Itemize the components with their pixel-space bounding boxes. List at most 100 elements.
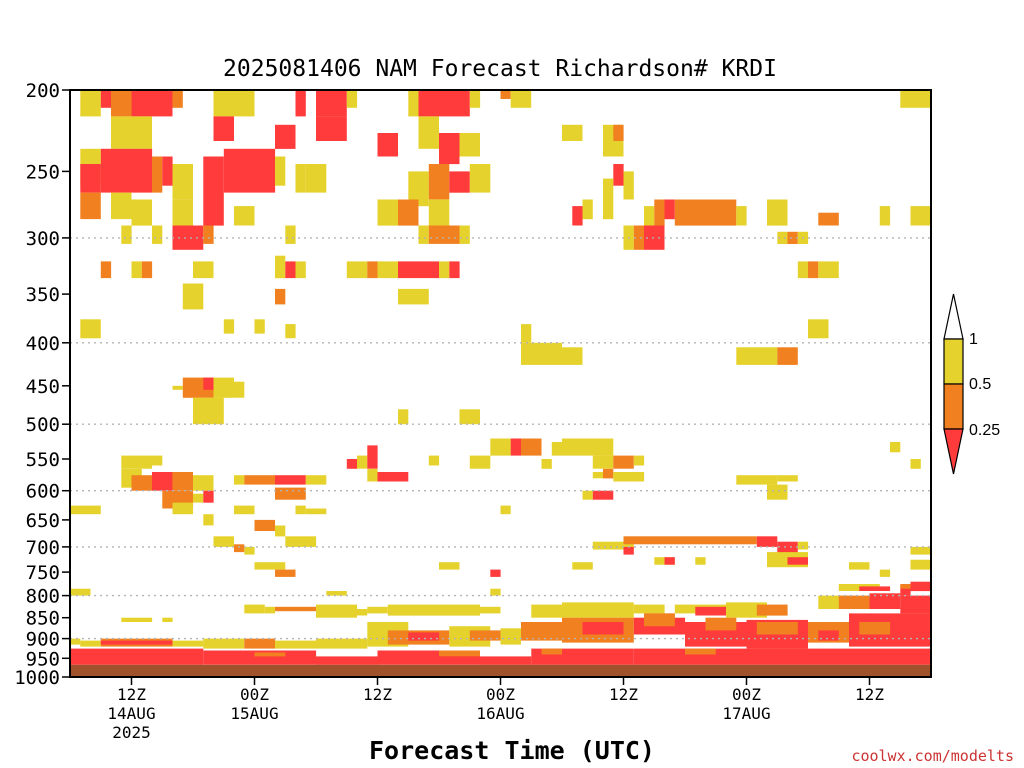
heatmap-cell xyxy=(213,90,255,117)
heatmap-cell xyxy=(80,90,101,117)
heatmap-cell xyxy=(808,319,829,339)
heatmap-cell xyxy=(234,475,245,485)
heatmap-cell xyxy=(295,505,306,515)
heatmap-cell xyxy=(756,604,788,616)
heatmap-cell xyxy=(674,199,737,226)
heatmap-cell xyxy=(644,613,675,627)
heatmap-cell xyxy=(264,606,276,614)
heatmap-cell xyxy=(131,90,173,117)
heatmap-cell xyxy=(275,124,296,149)
y-tick-label: 350 xyxy=(26,284,60,306)
heatmap-cell xyxy=(695,557,706,565)
heatmap-cell xyxy=(316,90,347,117)
heatmap-cell xyxy=(141,261,153,279)
heatmap-cell xyxy=(869,593,901,609)
heatmap-cell xyxy=(172,90,183,108)
heatmap-cell xyxy=(490,569,501,577)
heatmap-cell xyxy=(469,90,481,108)
heatmap-cell xyxy=(275,156,286,186)
heatmap-cell xyxy=(562,347,583,365)
heatmap-cell xyxy=(592,541,634,550)
heatmap-cell xyxy=(346,261,368,279)
heatmap-cell xyxy=(521,622,562,641)
heatmap-cell xyxy=(316,656,378,665)
heatmap-cell xyxy=(305,475,327,485)
heatmap-cell xyxy=(203,490,214,503)
heatmap-cell xyxy=(428,225,460,244)
heatmap-cell xyxy=(316,604,357,618)
heatmap-cell xyxy=(408,171,429,207)
heatmap-cell xyxy=(131,261,142,279)
heatmap-cell xyxy=(736,475,778,485)
ground-layer xyxy=(70,664,931,677)
y-tick-label: 750 xyxy=(26,562,60,584)
heatmap-cell xyxy=(398,409,409,425)
heatmap-cell xyxy=(900,90,932,108)
heatmap-cell xyxy=(428,164,450,200)
heatmap-cell xyxy=(305,164,327,193)
y-tick-label: 300 xyxy=(26,228,60,250)
heatmap-cell xyxy=(80,192,101,220)
heatmap-cell xyxy=(275,569,296,577)
heatmap-cell xyxy=(849,562,870,570)
heatmap-cell xyxy=(439,261,450,279)
heatmap-cell xyxy=(562,438,614,456)
heatmap-cell xyxy=(275,525,286,537)
heatmap-cell xyxy=(305,508,327,515)
heatmap-cell xyxy=(203,377,214,390)
legend: 1 0.5 0.25 xyxy=(943,293,1000,475)
heatmap-cell xyxy=(275,288,286,305)
heatmap-cell xyxy=(900,586,911,596)
heatmap-cell xyxy=(449,171,470,193)
heatmap-cell xyxy=(203,514,214,526)
heatmap-cell xyxy=(541,648,562,655)
y-tick-label: 700 xyxy=(26,537,60,559)
heatmap-cell xyxy=(726,602,767,618)
y-tick-label: 600 xyxy=(26,481,60,503)
heatmap-cell xyxy=(531,604,563,618)
heatmap-cell xyxy=(633,604,665,614)
x-tick-label: 16AUG xyxy=(476,704,524,723)
heatmap-cell xyxy=(285,261,296,279)
heatmap-cell xyxy=(121,225,132,244)
heatmap-cell xyxy=(254,652,286,657)
legend-swatch-orange xyxy=(943,383,964,430)
heatmap-cell xyxy=(439,604,480,616)
legend-arrow-top xyxy=(943,293,964,340)
y-tick-label: 200 xyxy=(26,80,60,102)
heatmap-cell xyxy=(459,225,470,244)
heatmap-cell xyxy=(367,445,378,469)
heatmap-cell xyxy=(408,632,440,641)
heatmap-cell xyxy=(428,455,440,466)
heatmap-cell xyxy=(193,493,204,503)
x-tick-label: 12Z xyxy=(363,685,392,704)
heatmap-cell xyxy=(756,622,798,635)
heatmap-cell xyxy=(254,519,275,531)
x-tick-label: 00Z xyxy=(486,685,515,704)
legend-swatch-yellow xyxy=(943,338,964,385)
heatmap-cell xyxy=(285,225,296,244)
heatmap-cell xyxy=(459,133,480,157)
y-tick-label: 500 xyxy=(26,414,60,436)
heatmap-cell xyxy=(818,212,839,226)
heatmap-cell xyxy=(582,199,593,220)
x-tick-label: 15AUG xyxy=(230,704,278,723)
heatmap-cell xyxy=(592,455,614,469)
heatmap-cell xyxy=(172,640,204,647)
heatmap-cell xyxy=(244,475,276,485)
heatmap-cell xyxy=(767,199,788,226)
heatmap-cell xyxy=(387,604,440,616)
heatmap-cell xyxy=(603,178,614,220)
heatmap-cell xyxy=(193,475,214,491)
heatmap-cell xyxy=(152,472,173,491)
heatmap-cell xyxy=(562,124,583,141)
heatmap-cell xyxy=(521,342,562,365)
heatmap-cell xyxy=(357,455,368,469)
heatmap-cell xyxy=(500,505,511,515)
heatmap-cell xyxy=(490,588,501,596)
heatmap-cell xyxy=(787,231,798,244)
heatmap-cell xyxy=(685,648,716,655)
heatmap-cell xyxy=(131,199,152,226)
